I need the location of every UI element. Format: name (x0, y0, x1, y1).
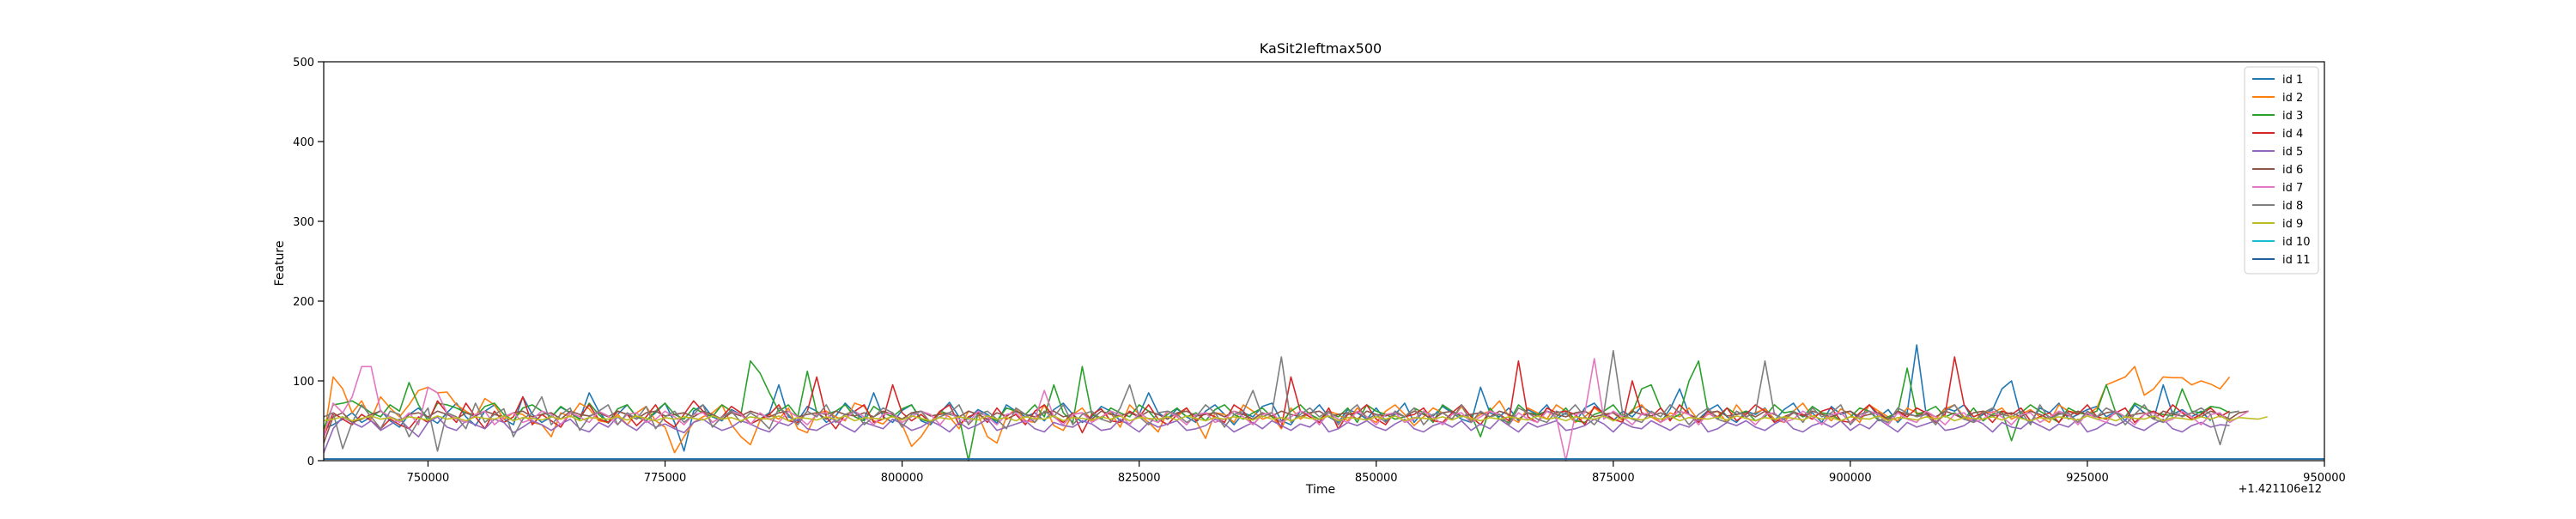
legend-label: id 10 (2282, 236, 2311, 249)
series-line-id-6 (323, 410, 2249, 444)
x-tick-label: 750000 (407, 472, 450, 485)
legend-label: id 3 (2282, 110, 2303, 123)
legend-label: id 8 (2282, 200, 2303, 213)
x-axis-offset-text: +1.421106e12 (2239, 483, 2322, 496)
x-tick-label: 950000 (2303, 472, 2346, 485)
series-line-id-8 (323, 349, 2239, 452)
y-tick-label: 0 (307, 456, 314, 468)
legend-label: id 11 (2282, 254, 2311, 267)
legend-box (2244, 66, 2319, 275)
x-tick-label: 900000 (1829, 472, 1872, 485)
chart-title: KaSit2leftmax500 (1260, 40, 1382, 57)
y-axis-label: Feature (273, 241, 287, 287)
x-tick-label: 800000 (881, 472, 924, 485)
axes-layer: 750000 775000 800000 825000 850000 875000 9000… (293, 57, 2346, 485)
y-tick-label: 400 (293, 136, 314, 149)
x-tick-label: 875000 (1592, 472, 1635, 485)
y-tick-label: 100 (293, 376, 314, 389)
legend-label: id 1 (2282, 74, 2303, 87)
y-tick-label: 500 (293, 57, 314, 69)
series-layer (323, 344, 2324, 462)
legend-label: id 2 (2282, 92, 2303, 105)
series-line-id-5 (323, 416, 2230, 453)
y-tick-label: 200 (293, 296, 314, 309)
legend-label: id 5 (2282, 146, 2303, 159)
series-line-id-2 (323, 365, 2231, 454)
legend: id 1 id 2 id 3 id 4 id 5 id 6 id 7 id 8 id 9 id 1… (2244, 66, 2319, 275)
legend-label: id 6 (2282, 164, 2303, 177)
legend-label: id 7 (2282, 182, 2303, 195)
x-tick-label: 925000 (2066, 472, 2109, 485)
x-tick-label: 775000 (644, 472, 687, 485)
series-line-id-9 (323, 415, 2268, 422)
legend-label: id 4 (2282, 128, 2303, 141)
series-line-id-4 (323, 356, 2231, 438)
legend-label: id 9 (2282, 218, 2303, 231)
plot-frame (323, 61, 2325, 462)
x-tick-label: 850000 (1355, 472, 1398, 485)
y-tick-label: 300 (293, 216, 314, 229)
x-axis-label: Time (1305, 483, 1335, 497)
x-tick-label: 825000 (1118, 472, 1161, 485)
